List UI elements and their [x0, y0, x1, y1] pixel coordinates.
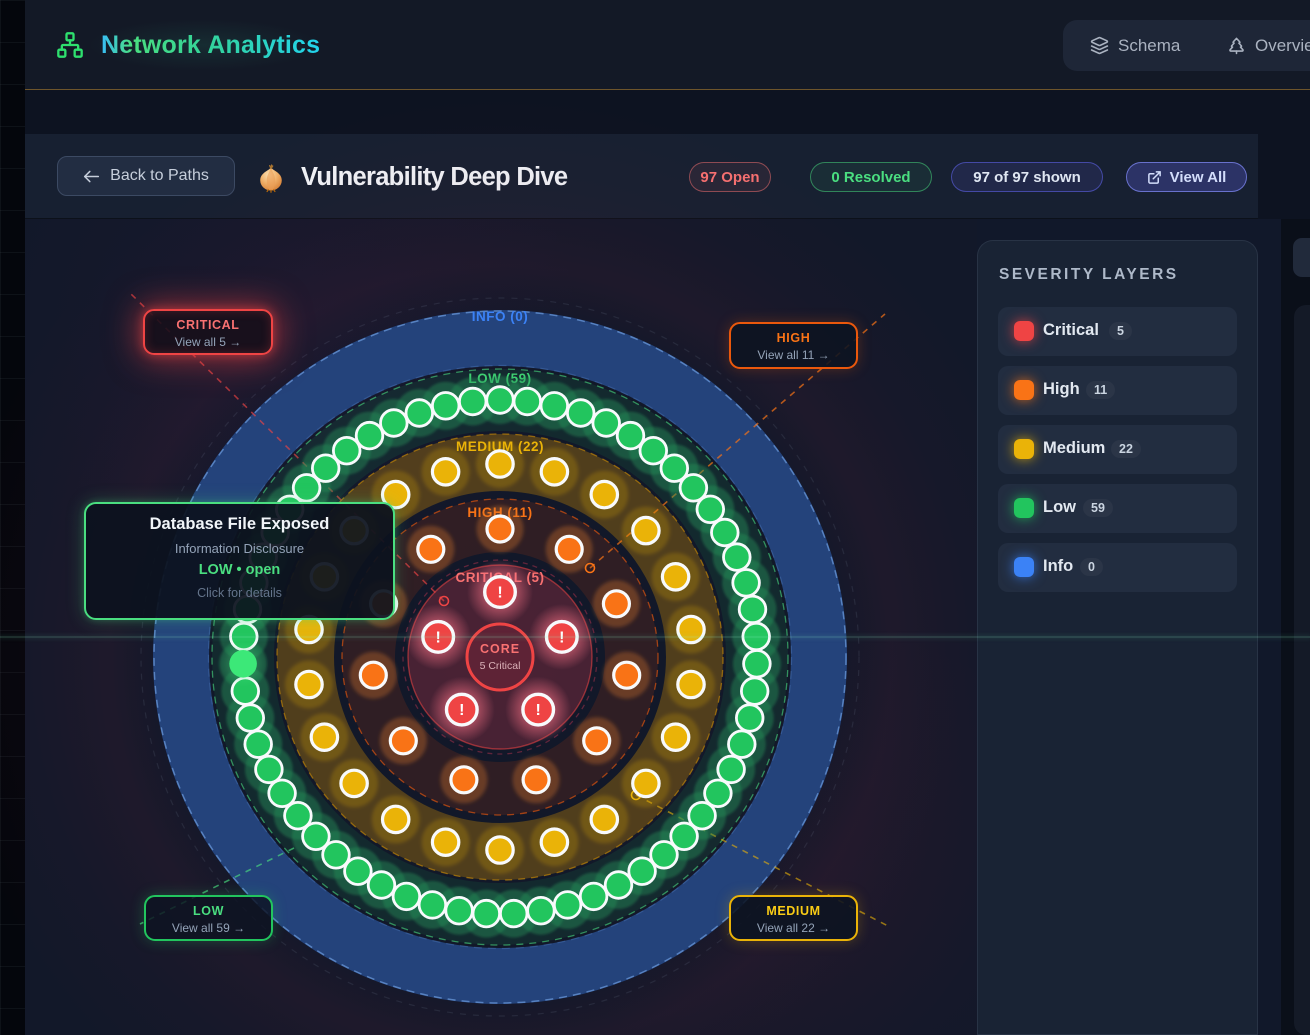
svg-text:!: !	[559, 629, 564, 646]
svg-text:!: !	[497, 585, 502, 602]
svg-text:!: !	[436, 629, 441, 646]
svg-text:5 Critical: 5 Critical	[480, 660, 521, 672]
svg-text:INFO (0): INFO (0)	[472, 309, 529, 324]
svg-text:!: !	[459, 702, 464, 719]
svg-text:!: !	[536, 702, 541, 719]
svg-text:CORE: CORE	[480, 642, 520, 656]
